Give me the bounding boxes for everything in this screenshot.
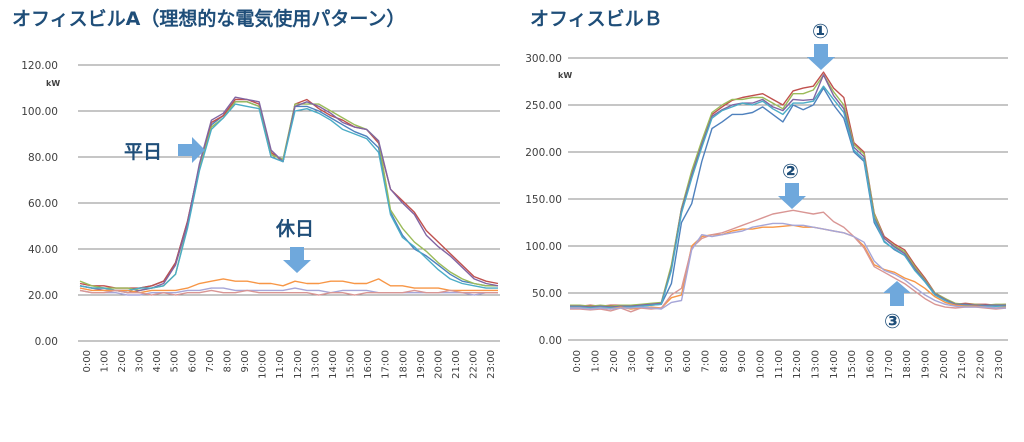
x-tick-label: 15:00 [346, 350, 357, 379]
x-tick-label: 15:00 [847, 350, 858, 379]
series-line-5 [570, 85, 1006, 309]
chart-b-title: オフィスビルＢ [530, 8, 663, 30]
x-tick-label: 6:00 [682, 350, 693, 372]
x-tick-label: 4:00 [646, 350, 657, 372]
x-tick-label: 13:00 [310, 350, 321, 379]
arrow-down-icon [807, 44, 835, 70]
x-tick-label: 1:00 [99, 350, 110, 372]
x-tick-label: 1:00 [591, 350, 602, 372]
x-tick-label: 14:00 [829, 350, 840, 379]
y-tick-label: 50.00 [532, 288, 562, 300]
x-tick-label: 0:00 [572, 350, 583, 372]
x-tick-label: 0:00 [82, 350, 93, 372]
x-tick-label: 9:00 [737, 350, 748, 372]
x-tick-label: 20:00 [939, 350, 950, 379]
annotation-label: 平日 [124, 141, 162, 163]
x-tick-label: 12:00 [293, 350, 304, 379]
x-tick-label: 10:00 [258, 350, 269, 379]
x-tick-label: 19:00 [921, 350, 932, 379]
x-tick-label: 22:00 [976, 350, 987, 379]
x-tick-label: 21:00 [451, 350, 462, 379]
annotation-label: ② [782, 159, 799, 183]
y-tick-label: 40.00 [28, 244, 58, 256]
x-tick-label: 23:00 [994, 350, 1005, 379]
chart-a-title: オフィスビルA（理想的な電気使用パターン） [12, 8, 406, 30]
x-tick-label: 6:00 [187, 350, 198, 372]
y-tick-label: 120.00 [21, 60, 58, 72]
y-axis-unit: kW [558, 71, 572, 80]
y-tick-label: 60.00 [28, 198, 58, 210]
x-tick-label: 21:00 [957, 350, 968, 379]
x-tick-label: 12:00 [792, 350, 803, 379]
annotation-label: 休日 [275, 218, 314, 240]
y-tick-label: 250.00 [525, 100, 562, 112]
series-line-8 [570, 222, 1006, 310]
y-tick-label: 20.00 [28, 290, 58, 302]
series-line-5 [79, 103, 498, 292]
arrow-down-icon [283, 247, 311, 273]
x-tick-label: 19:00 [416, 350, 427, 379]
x-tick-label: 4:00 [152, 350, 163, 372]
x-tick-label: 5:00 [170, 350, 181, 372]
x-tick-label: 11:00 [275, 350, 286, 379]
annotation-label: ③ [884, 309, 901, 333]
arrow-right-icon [178, 137, 205, 163]
x-tick-label: 7:00 [701, 350, 712, 372]
y-tick-label: 0.00 [539, 335, 562, 347]
x-tick-label: 8:00 [719, 350, 730, 372]
x-tick-label: 3:00 [627, 350, 638, 372]
y-tick-label: 200.00 [525, 147, 562, 159]
x-tick-label: 16:00 [866, 350, 877, 379]
series-line-8 [79, 289, 498, 296]
x-tick-label: 16:00 [363, 350, 374, 379]
series-line-6 [79, 278, 498, 294]
x-tick-label: 3:00 [135, 350, 146, 372]
y-tick-label: 100.00 [525, 241, 562, 253]
x-tick-label: 9:00 [240, 350, 251, 372]
x-tick-label: 7:00 [205, 350, 216, 372]
y-tick-label: 300.00 [525, 53, 562, 65]
x-tick-label: 13:00 [811, 350, 822, 379]
arrow-down-icon [778, 183, 806, 209]
x-tick-label: 23:00 [486, 350, 497, 379]
x-tick-label: 17:00 [884, 350, 895, 379]
arrow-up-icon [883, 281, 911, 306]
y-tick-label: 100.00 [21, 106, 58, 118]
x-tick-label: 22:00 [469, 350, 480, 379]
y-axis-unit: kW [46, 79, 60, 88]
y-tick-label: 0.00 [35, 336, 58, 348]
x-tick-label: 2:00 [117, 350, 128, 372]
x-tick-label: 10:00 [756, 350, 767, 379]
x-tick-label: 5:00 [664, 350, 675, 372]
x-tick-label: 14:00 [328, 350, 339, 379]
y-tick-label: 150.00 [525, 194, 562, 206]
x-tick-label: 18:00 [902, 350, 913, 379]
y-tick-label: 80.00 [28, 152, 58, 164]
x-tick-label: 2:00 [609, 350, 620, 372]
x-tick-label: 20:00 [433, 350, 444, 379]
annotation-label: ① [812, 19, 829, 43]
x-tick-label: 8:00 [222, 350, 233, 372]
series-line-7 [570, 209, 1007, 313]
x-tick-label: 18:00 [398, 350, 409, 379]
x-tick-label: 11:00 [774, 350, 785, 379]
x-tick-label: 17:00 [381, 350, 392, 379]
